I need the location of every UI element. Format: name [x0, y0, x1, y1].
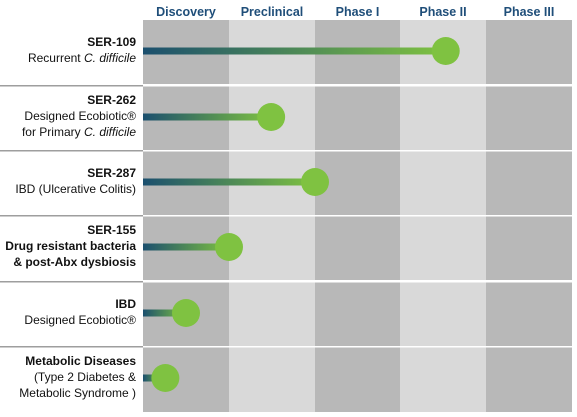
program-label-1: SER-109 Recurrent C. difficile: [0, 34, 136, 66]
progress-bar-3: [143, 178, 315, 186]
cell-6-3: [315, 347, 400, 412]
cell-6-5: [486, 347, 572, 412]
progress-bar-4: [143, 243, 229, 251]
program-subtitle-text: for Primary: [21, 125, 84, 139]
cell-4-5: [486, 216, 572, 280]
program-subtitle-text: Drug resistant bacteria: [5, 239, 136, 253]
cell-5-3: [315, 282, 400, 346]
program-label-3: SER-287 IBD (Ulcerative Colitis): [0, 165, 136, 197]
cell-3-4: [400, 151, 486, 215]
row-dividers: [0, 85, 572, 348]
cell-4-4: [400, 216, 486, 280]
progress-bar-1: [143, 47, 446, 55]
program-subtitle-text: Metabolic Syndrome ): [19, 386, 136, 400]
row-divider-5: [0, 346, 143, 348]
program-subtitle-2: for Primary C. difficile: [0, 124, 136, 140]
row-gap-5: [143, 346, 572, 348]
cell-3-5: [486, 151, 572, 215]
row-divider-3: [0, 215, 143, 217]
phase-label-1: Discovery: [156, 5, 216, 19]
row-gap-3: [143, 215, 572, 217]
cell-2-3: [315, 86, 400, 150]
cell-5-5: [486, 282, 572, 346]
row-divider-2: [0, 150, 143, 152]
program-subtitle-text: & post-Abx dysbiosis: [13, 255, 136, 269]
cell-6-4: [400, 347, 486, 412]
cell-4-2: [229, 216, 315, 280]
program-title: Metabolic Diseases: [25, 354, 136, 368]
program-subtitle-text: Designed Ecobiotic®: [24, 109, 136, 123]
progress-marker-3: [301, 168, 329, 196]
phase-label-3: Phase I: [335, 5, 380, 19]
program-title: SER-109: [87, 35, 136, 49]
row-divider-4: [0, 281, 143, 283]
row-gap-2: [143, 150, 572, 152]
phase-label-4: Phase II: [419, 5, 467, 19]
row-divider-1: [0, 85, 143, 87]
program-subtitle-2: Metabolic Syndrome ): [0, 385, 136, 401]
progress-marker-6: [151, 364, 180, 392]
progress-bar-5: [143, 309, 186, 317]
program-subtitle-1: Recurrent C. difficile: [0, 50, 136, 66]
program-label-5: IBD Designed Ecobiotic®: [0, 296, 136, 328]
program-label-6: Metabolic Diseases (Type 2 Diabetes & Meta…: [0, 353, 136, 401]
phase-label-2: Preclinical: [240, 5, 304, 19]
program-subtitle-italic: C. difficile: [83, 125, 136, 139]
program-subtitle-1: IBD (Ulcerative Colitis): [0, 181, 136, 197]
program-subtitle-text: (Type 2 Diabetes &: [33, 370, 136, 384]
cell-2-4: [400, 86, 486, 150]
program-subtitle-1: Drug resistant bacteria: [0, 238, 136, 254]
cell-1-5: [486, 20, 572, 84]
progress-marker-5: [172, 299, 200, 327]
program-subtitle-text: Designed Ecobiotic®: [24, 313, 136, 327]
program-subtitle-1: Designed Ecobiotic®: [0, 108, 136, 124]
row-gap-1: [143, 85, 572, 87]
program-title: IBD: [115, 297, 136, 311]
cell-6-2: [229, 347, 315, 412]
program-subtitle-text: IBD (Ulcerative Colitis): [15, 182, 136, 196]
progress-marker-4: [215, 233, 243, 261]
program-subtitle-1: Designed Ecobiotic®: [0, 312, 136, 328]
cell-4-3: [315, 216, 400, 280]
progress-bars: [143, 37, 460, 392]
program-subtitle-2: & post-Abx dysbiosis: [0, 254, 136, 270]
program-subtitle-italic: C. difficile: [83, 51, 136, 65]
progress-marker-2: [257, 103, 286, 131]
program-title: SER-155: [87, 223, 136, 237]
program-label-2: SER-262 Designed Ecobiotic® for Primary C.…: [0, 92, 136, 140]
program-subtitle-1: (Type 2 Diabetes &: [0, 369, 136, 385]
cell-5-2: [229, 282, 315, 346]
program-title: SER-287: [87, 166, 136, 180]
phase-cells: [143, 20, 572, 412]
program-subtitle-text: Recurrent: [27, 51, 84, 65]
progress-marker-1: [431, 37, 460, 65]
program-label-4: SER-155 Drug resistant bacteria & post-Abx…: [0, 222, 136, 270]
row-gap-4: [143, 281, 572, 283]
cell-5-4: [400, 282, 486, 346]
program-title: SER-262: [87, 93, 136, 107]
cell-3-3: [315, 151, 400, 215]
phase-label-5: Phase III: [503, 5, 555, 19]
progress-bar-2: [143, 113, 272, 121]
cell-2-5: [486, 86, 572, 150]
